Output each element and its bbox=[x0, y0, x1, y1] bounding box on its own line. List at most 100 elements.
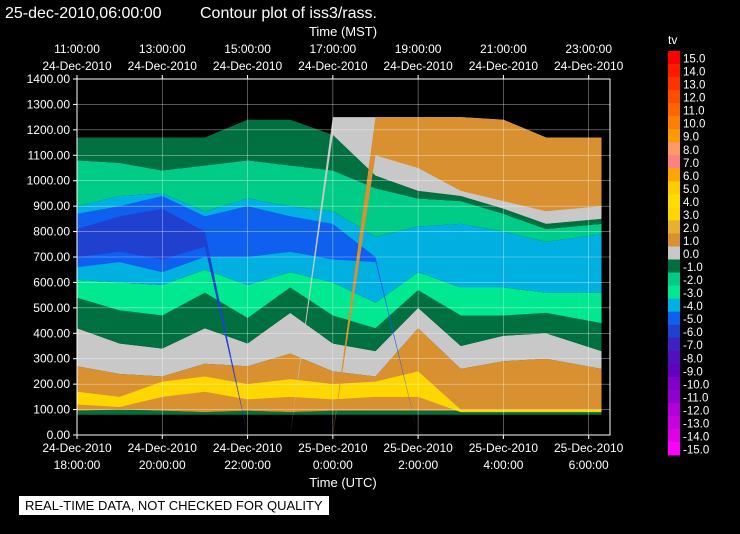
legend-label: 13.0 bbox=[683, 80, 705, 92]
x-top-tick-time: 23:00:00 bbox=[565, 42, 612, 56]
chart-title: Contour plot of iss3/rass. bbox=[200, 5, 377, 22]
legend-swatch bbox=[668, 285, 680, 300]
legend-label: -6.0 bbox=[683, 327, 703, 339]
legend-label: -3.0 bbox=[683, 288, 703, 300]
legend-swatch bbox=[668, 64, 680, 78]
y-tick-label: 400.00 bbox=[33, 326, 70, 340]
contour-band-5 bbox=[77, 269, 602, 329]
legend-label: 8.0 bbox=[683, 145, 699, 157]
y-tick-label: 800.00 bbox=[33, 225, 70, 239]
x-bottom-tick-time: 4:00:00 bbox=[483, 458, 523, 472]
legend-label: 2.0 bbox=[683, 223, 699, 235]
x-top-tick-date: 24-Dec-2010 bbox=[213, 59, 283, 73]
legend-swatch bbox=[668, 90, 680, 104]
y-tick-label: 1100.00 bbox=[28, 148, 71, 162]
legend-swatch bbox=[668, 129, 680, 143]
legend-label: 10.0 bbox=[683, 119, 705, 131]
legend-label: 1.0 bbox=[683, 236, 699, 248]
x-bottom-tick-date: 25-Dec-2010 bbox=[298, 441, 368, 455]
x-top-tick-date: 24-Dec-2010 bbox=[554, 59, 624, 73]
legend-swatch bbox=[668, 233, 680, 247]
legend-title: tv bbox=[668, 33, 677, 47]
legend-label: 7.0 bbox=[683, 158, 699, 170]
y-tick-label: 1000.00 bbox=[27, 174, 71, 188]
x-bottom-tick-date: 25-Dec-2010 bbox=[469, 441, 539, 455]
legend-swatch bbox=[668, 259, 680, 273]
contour-band-10 bbox=[77, 119, 602, 229]
legend-label: -9.0 bbox=[683, 366, 703, 378]
legend-label: 3.0 bbox=[683, 210, 699, 222]
legend-label: 9.0 bbox=[683, 132, 699, 144]
y-tick-label: 700.00 bbox=[33, 250, 70, 264]
x-top-tick-date: 24-Dec-2010 bbox=[42, 59, 112, 73]
x-top-tick-time: 13:00:00 bbox=[139, 42, 186, 56]
legend-swatch bbox=[668, 116, 680, 130]
x-bottom-tick-date: 24-Dec-2010 bbox=[128, 441, 198, 455]
legend-label: -4.0 bbox=[683, 301, 703, 313]
legend-swatch bbox=[668, 155, 680, 169]
quality-disclaimer: REAL-TIME DATA, NOT CHECKED FOR QUALITY bbox=[19, 496, 329, 515]
x-top-axis-label: Time (MST) bbox=[309, 24, 377, 39]
legend-label: -11.0 bbox=[683, 392, 708, 404]
contour-plot-area bbox=[77, 117, 602, 435]
legend-swatch bbox=[668, 194, 680, 208]
legend-swatch bbox=[668, 142, 680, 156]
legend-swatch bbox=[668, 103, 680, 117]
contour-band-11 bbox=[77, 117, 602, 435]
x-top-tick-time: 15:00:00 bbox=[224, 42, 271, 56]
x-top-tick-date: 24-Dec-2010 bbox=[128, 59, 198, 73]
y-tick-label: 200.00 bbox=[33, 377, 70, 391]
contour-band-4 bbox=[77, 287, 602, 352]
legend-swatch bbox=[668, 168, 680, 182]
x-bottom-tick-date: 24-Dec-2010 bbox=[213, 441, 283, 455]
x-bottom-tick-time: 18:00:00 bbox=[54, 458, 101, 472]
x-bottom-tick-time: 2:00:00 bbox=[398, 458, 438, 472]
contour-band-12 bbox=[77, 117, 602, 435]
legend-label: -7.0 bbox=[683, 340, 703, 352]
legend-label: -8.0 bbox=[683, 353, 703, 365]
x-top-tick-time: 19:00:00 bbox=[395, 42, 442, 56]
x-top-tick-time: 17:00:00 bbox=[309, 42, 356, 56]
legend-swatch bbox=[668, 51, 680, 65]
legend-swatch bbox=[668, 350, 680, 365]
legend-swatch bbox=[668, 181, 680, 195]
x-top-tick-time: 11:00:00 bbox=[54, 42, 100, 56]
x-bottom-tick-time: 22:00:00 bbox=[224, 458, 271, 472]
legend-swatch bbox=[668, 415, 680, 430]
legend-label: -12.0 bbox=[683, 405, 709, 417]
legend-swatch bbox=[668, 272, 680, 286]
color-legend: 15.014.013.012.011.010.09.08.07.06.05.04… bbox=[668, 51, 709, 457]
y-tick-label: 900.00 bbox=[33, 199, 70, 213]
legend-swatch bbox=[668, 389, 680, 404]
x-top-tick-time: 21:00:00 bbox=[480, 42, 527, 56]
x-bottom-axis: 24-Dec-2010 18:00:00 24-Dec-2010 20:00:00 24… bbox=[42, 435, 624, 472]
legend-swatch bbox=[668, 324, 680, 339]
legend-label: 6.0 bbox=[683, 171, 699, 183]
legend-label: -2.0 bbox=[683, 275, 703, 287]
legend-label: -15.0 bbox=[683, 445, 709, 457]
legend-swatch bbox=[668, 246, 680, 260]
legend-label: -10.0 bbox=[683, 379, 709, 391]
legend-label: 0.0 bbox=[683, 249, 699, 261]
y-tick-label: 500.00 bbox=[33, 301, 70, 315]
legend-label: -1.0 bbox=[683, 262, 703, 274]
x-top-tick-date: 24-Dec-2010 bbox=[469, 59, 539, 73]
y-tick-label: 100.00 bbox=[33, 403, 70, 417]
x-top-tick-date: 24-Dec-2010 bbox=[298, 59, 368, 73]
x-top-tick-date: 24-Dec-2010 bbox=[383, 59, 453, 73]
y-tick-label: 1400.00 bbox=[27, 72, 71, 86]
x-bottom-tick-time: 0:00:00 bbox=[313, 458, 353, 472]
x-bottom-tick-date: 25-Dec-2010 bbox=[554, 441, 624, 455]
legend-swatch bbox=[668, 441, 680, 456]
y-tick-label: 1200.00 bbox=[27, 123, 71, 137]
x-top-axis: 11:00:00 24-Dec-2010 13:00:00 24-Dec-2010 15… bbox=[42, 42, 624, 79]
legend-label: 12.0 bbox=[683, 93, 705, 105]
header-timestamp: 25-dec-2010,06:00:00 bbox=[5, 5, 162, 22]
y-axis: 0.00 100.00 200.00 300.00 400.00 500.00 600.00… bbox=[27, 72, 77, 442]
legend-label: 4.0 bbox=[683, 197, 699, 209]
legend-swatch bbox=[668, 207, 680, 221]
legend-swatch bbox=[668, 298, 680, 313]
legend-swatch bbox=[668, 363, 680, 378]
legend-swatch bbox=[668, 402, 680, 417]
x-bottom-tick-time: 20:00:00 bbox=[139, 458, 186, 472]
